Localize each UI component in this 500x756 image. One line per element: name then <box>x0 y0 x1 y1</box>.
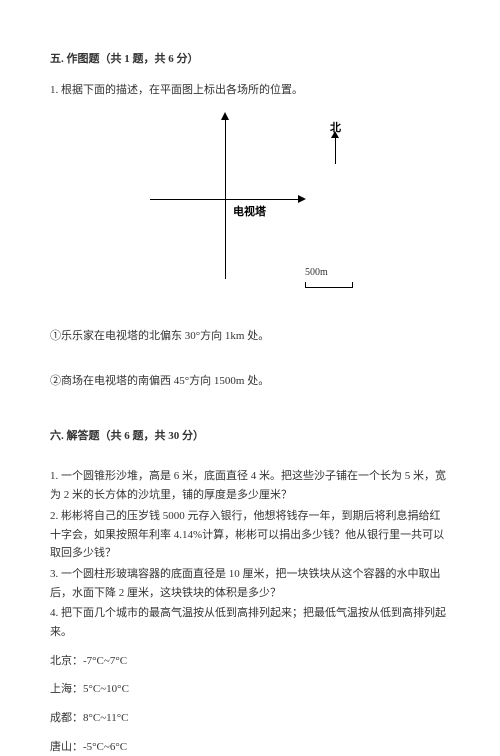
city-temp: -7°C~7°C <box>83 655 127 667</box>
diagram-container: 电视塔 北 500m <box>130 109 390 309</box>
north-indicator: 北 <box>330 119 341 164</box>
city-temp: 8°C~11°C <box>83 712 129 724</box>
city-temp: -5°C~6°C <box>83 741 127 753</box>
north-arrow-line <box>335 138 336 164</box>
section-6-q2: 2. 彬彬将自己的压岁钱 5000 元存入银行，他想将钱存一年，到期后将利息捐给… <box>50 507 450 563</box>
north-arrow-head <box>331 131 339 138</box>
section-5-sub2: ②商场在电视塔的南偏西 45°方向 1500m 处。 <box>50 372 450 391</box>
center-label: 电视塔 <box>233 203 266 222</box>
section-5-sub1: ①乐乐家在电视塔的北偏东 30°方向 1km 处。 <box>50 327 450 346</box>
section-5-header: 五. 作图题（共 1 题，共 6 分） <box>50 50 450 69</box>
city-chengdu: 成都：8°C~11°C <box>50 709 450 728</box>
axis-vertical-arrowhead <box>221 112 229 120</box>
section-6-q4: 4. 把下面几个城市的最高气温按从低到高排列起来；把最低气温按从低到高排列起来。 <box>50 604 450 641</box>
city-label: 唐山： <box>50 741 83 753</box>
scale-label: 500m <box>305 264 353 281</box>
section-5-q1: 1. 根据下面的描述，在平面图上标出各场所的位置。 <box>50 81 450 100</box>
scale-tick-left <box>305 282 306 288</box>
section-6-q1: 1. 一个圆锥形沙堆，高是 6 米，底面直径 4 米。把这些沙子铺在一个长为 5… <box>50 467 450 504</box>
scale-bar-group: 500m <box>305 264 353 288</box>
city-shanghai: 上海：5°C~10°C <box>50 680 450 699</box>
section-6-header: 六. 解答题（共 6 题，共 30 分） <box>50 427 450 446</box>
city-tangshan: 唐山：-5°C~6°C <box>50 738 450 756</box>
scale-line <box>305 287 353 288</box>
city-beijing: 北京：-7°C~7°C <box>50 652 450 671</box>
section-6-q3: 3. 一个圆柱形玻璃容器的底面直径是 10 厘米，把一块铁块从这个容器的水中取出… <box>50 565 450 602</box>
city-label: 上海： <box>50 683 83 695</box>
scale-bar <box>305 282 353 288</box>
axis-horizontal <box>150 199 300 200</box>
scale-tick-right <box>352 282 353 288</box>
axis-horizontal-arrowhead <box>298 195 306 203</box>
city-label: 北京： <box>50 655 83 667</box>
city-temp: 5°C~10°C <box>83 683 129 695</box>
city-label: 成都： <box>50 712 83 724</box>
